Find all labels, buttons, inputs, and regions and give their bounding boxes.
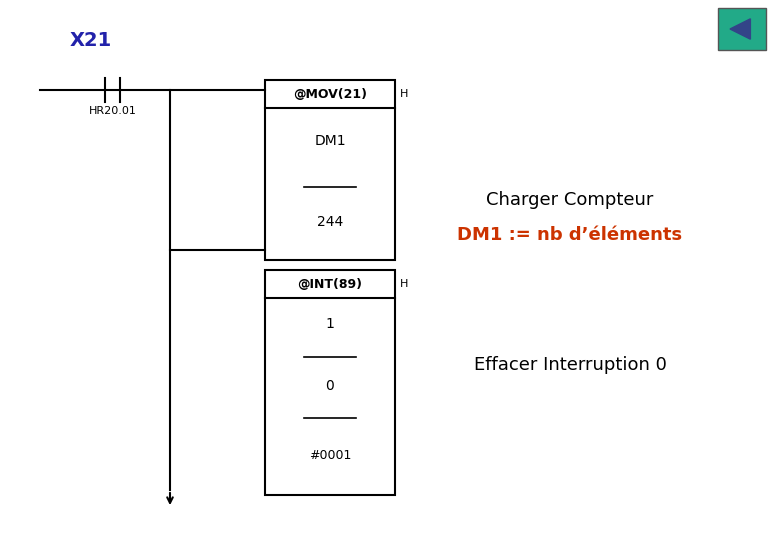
Text: H: H [400,89,409,99]
Bar [718,8,766,50]
Text: Charger Compteur: Charger Compteur [486,191,654,209]
Bar [265,80,395,260]
Text: X21: X21 [70,31,112,50]
Text: @MOV(21): @MOV(21) [293,87,367,100]
Text: HR20.01: HR20.01 [89,106,136,116]
Text: 0: 0 [325,379,335,393]
Text: Effacer Interruption 0: Effacer Interruption 0 [473,356,666,374]
Text: 244: 244 [317,215,343,229]
Text: DM1 := nb d’éléments: DM1 := nb d’éléments [457,226,682,244]
Text: #0001: #0001 [309,449,351,462]
Text: H: H [400,279,409,289]
Bar [265,270,395,495]
Text: 1: 1 [325,318,335,331]
Polygon shape [730,19,750,39]
Text: @INT(89): @INT(89) [297,278,363,291]
Text: DM1: DM1 [314,134,346,149]
